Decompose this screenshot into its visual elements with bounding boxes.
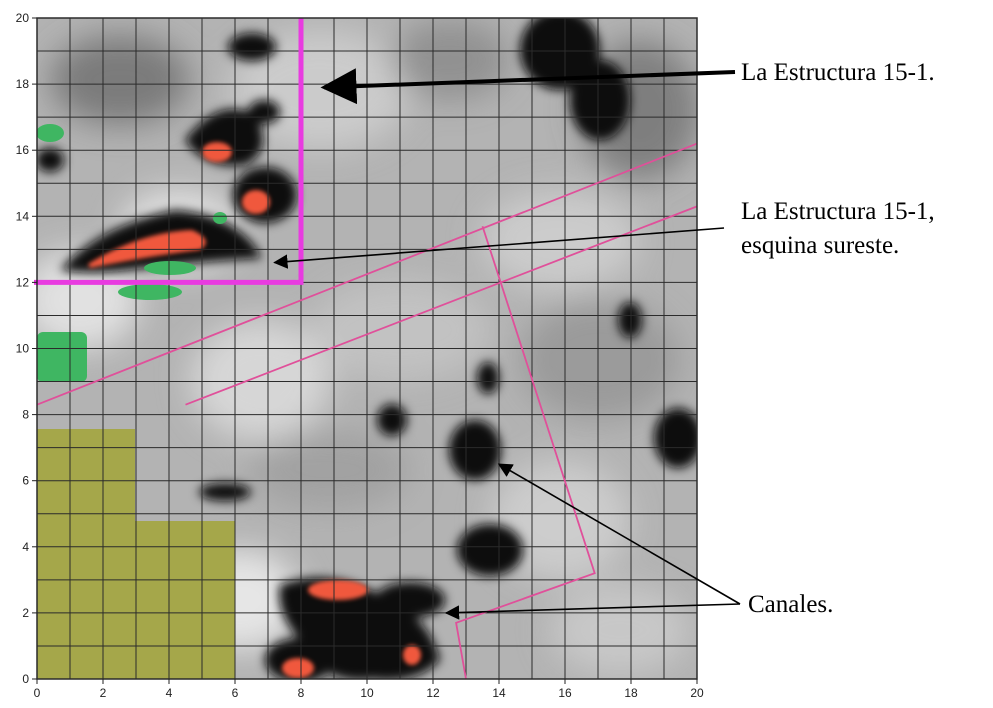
label-channels: Canales. [748, 588, 833, 622]
lower-diagonal-line [185, 205, 698, 406]
y-tick-label: 20 [16, 11, 30, 25]
x-axis: 0 2 4 6 8 10 12 14 16 18 20 [34, 679, 704, 700]
structure-outline [34, 18, 304, 285]
excavation-outline [455, 225, 596, 680]
annotation-arrows [273, 68, 741, 620]
label-structure-text: La Estructura 15-1. [741, 59, 935, 86]
arrow-channel-upper [497, 463, 741, 605]
x-tick-label: 0 [34, 686, 41, 700]
x-tick-label: 16 [558, 686, 572, 700]
y-tick-label: 0 [22, 672, 29, 686]
y-tick-label: 2 [22, 606, 29, 620]
x-tick-label: 2 [100, 686, 107, 700]
y-tick-label: 10 [16, 342, 30, 356]
y-tick-label: 4 [22, 540, 29, 554]
x-tick-label: 18 [624, 686, 638, 700]
grid-lines [37, 18, 697, 679]
x-tick-label: 20 [690, 686, 704, 700]
y-tick-label: 14 [16, 209, 30, 223]
x-tick-label: 12 [426, 686, 440, 700]
label-southeast-corner-line2: esquina sureste. [741, 232, 900, 259]
x-tick-label: 4 [166, 686, 173, 700]
arrow-southeast-corner [273, 227, 725, 269]
map-plot-area: 0 2 4 6 8 10 12 14 16 18 20 0 2 4 6 8 10 12 14 16 18 20 [16, 11, 704, 700]
y-tick-label: 18 [16, 77, 30, 91]
low-amplitude-zones [37, 124, 227, 382]
y-tick-label: 8 [22, 408, 29, 422]
y-axis: 0 2 4 6 8 10 12 14 16 18 20 [16, 11, 37, 686]
y-tick-label: 6 [22, 474, 29, 488]
x-tick-label: 10 [360, 686, 374, 700]
label-structure: La Estructura 15-1. [741, 56, 935, 90]
x-tick-label: 6 [232, 686, 239, 700]
label-channels-text: Canales. [748, 591, 834, 618]
pink-survey-lines [36, 142, 698, 680]
background-tone-variation [37, 20, 697, 675]
x-tick-label: 8 [298, 686, 305, 700]
upper-diagonal-line [36, 142, 698, 406]
structure-corner-line [34, 18, 304, 285]
dark-reflections [37, 18, 697, 679]
arrow-structure [320, 68, 736, 105]
y-tick-label: 16 [16, 143, 30, 157]
y-tick-label: 12 [16, 275, 30, 289]
x-tick-label: 14 [492, 686, 506, 700]
label-southeast-corner-line1: La Estructura 15-1, [741, 198, 935, 225]
label-southeast-corner: La Estructura 15-1, esquina sureste. [741, 195, 935, 263]
arrow-channel-lower [444, 603, 741, 620]
